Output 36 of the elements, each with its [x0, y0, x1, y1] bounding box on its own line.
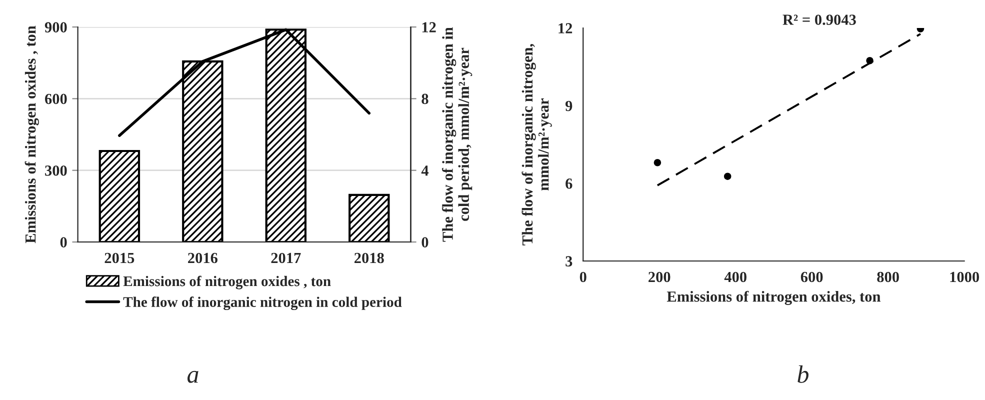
text: b — [798, 365, 808, 383]
y2-tick-label: 0 — [422, 237, 428, 248]
y-tick-label: 300 — [45, 165, 67, 176]
x-tick-label: 0 — [580, 272, 586, 282]
x-tick-label: 600 — [800, 272, 823, 282]
x-tick-label: 2016 — [188, 252, 218, 264]
y2-tick-label: 12 — [422, 22, 436, 32]
y-axis-title: Emissions of nitrogen oxides , ton — [24, 26, 39, 244]
point — [866, 56, 874, 64]
y-tick-label: 3 — [566, 256, 572, 266]
point — [724, 172, 732, 180]
y-tick-label: 900 — [44, 22, 67, 32]
y-tick-label: 6 — [566, 178, 572, 189]
legend-label: The flow of inorganic nitrogen in cold period — [123, 296, 402, 310]
x-tick-label: 1000 — [950, 272, 980, 282]
y2-tick-label: 4 — [421, 166, 429, 176]
y-axis-title: The flow of inorganic nitrogen, mmol/m²·year — [522, 44, 552, 246]
x-axis-title: Emissions of nitrogen oxides, ton — [666, 290, 881, 305]
x-tick-label: 2017 — [271, 252, 301, 264]
bar — [348, 194, 390, 242]
x-tick-label: 2015 — [104, 252, 134, 264]
point — [654, 158, 662, 166]
y2-tick-label: 8 — [422, 94, 428, 104]
x-tick-label: 400 — [724, 272, 746, 282]
legend-label: Emissions of nitrogen oxides , ton — [123, 276, 331, 290]
y2-axis-title: The flow of inorganic nitrogen in cold period, mmol/m²·year — [442, 27, 472, 242]
bar — [98, 150, 140, 242]
text: R² = 0.9043 — [782, 14, 856, 25]
y-tick-label: 0 — [60, 237, 67, 248]
y-tick-label: 600 — [45, 94, 67, 104]
x-tick-label: 2018 — [354, 252, 384, 264]
y-tick-label: 9 — [565, 100, 572, 112]
x-tick-label: 800 — [877, 272, 899, 282]
x-tick-label: 200 — [648, 272, 670, 282]
y-tick-label: 12 — [558, 23, 572, 34]
text: a — [187, 370, 198, 383]
